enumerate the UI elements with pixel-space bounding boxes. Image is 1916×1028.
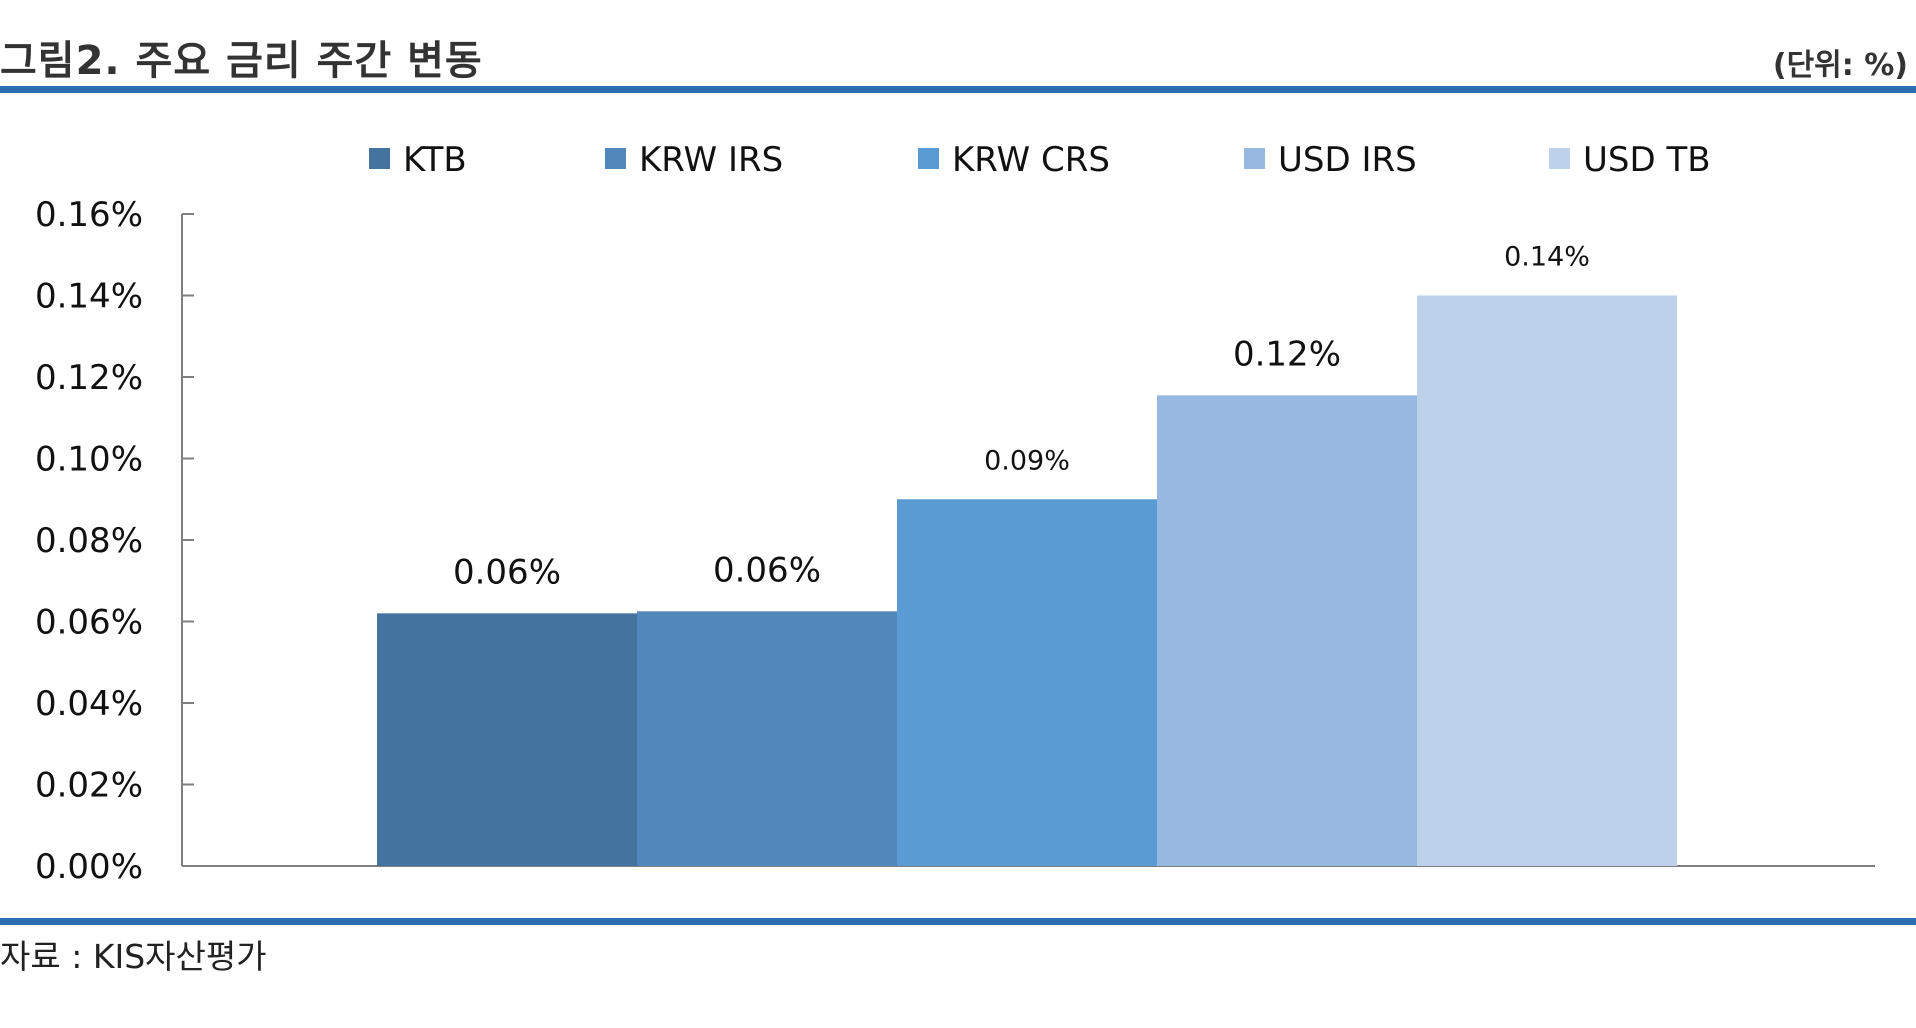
y-tick-label: 0.16% xyxy=(35,195,143,235)
bar-chart: KTB KRW IRS KRW CRS USD IRS USD TB 0.00% 0.02… xyxy=(35,140,1875,887)
y-tick-label: 0.00% xyxy=(35,847,143,887)
legend-swatch-ktb xyxy=(369,148,390,169)
legend-label-krw-irs: KRW IRS xyxy=(639,140,783,180)
data-label-krw-irs: 0.06% xyxy=(713,550,821,590)
y-tick-label: 0.12% xyxy=(35,358,143,398)
chart-title: 그림2. 주요 금리 주간 변동 xyxy=(0,38,483,84)
y-tick-label: 0.06% xyxy=(35,603,143,643)
y-tick-label: 0.02% xyxy=(35,766,143,806)
data-label-usd-tb: 0.14% xyxy=(1504,242,1590,273)
y-tick-label: 0.04% xyxy=(35,684,143,724)
chart-header: 그림2. 주요 금리 주간 변동 (단위: %) xyxy=(0,0,1916,94)
y-tick-label: 0.08% xyxy=(35,521,143,561)
bar-usd-tb xyxy=(1417,295,1677,866)
legend-swatch-krw-crs xyxy=(918,148,939,169)
axes: 0.00% 0.02% 0.04% 0.06% 0.08% 0.10% 0.12% 0.14%… xyxy=(35,195,1875,887)
legend: KTB KRW IRS KRW CRS USD IRS USD TB xyxy=(369,140,1711,180)
legend-swatch-usd-irs xyxy=(1244,148,1265,169)
legend-label-krw-crs: KRW CRS xyxy=(952,140,1110,180)
source-note: 자료 : KIS자산평가 xyxy=(0,937,267,976)
data-label-krw-crs: 0.09% xyxy=(984,445,1070,476)
legend-label-ktb: KTB xyxy=(403,140,467,180)
data-labels: 0.06% 0.06% 0.09% 0.12% 0.14% xyxy=(453,242,1590,593)
legend-swatch-usd-tb xyxy=(1549,148,1570,169)
data-label-usd-irs: 0.12% xyxy=(1233,334,1341,374)
bars xyxy=(377,295,1677,866)
y-tick-label: 0.10% xyxy=(35,440,143,480)
unit-label: (단위: %) xyxy=(1772,48,1908,83)
top-rule xyxy=(0,86,1916,93)
legend-swatch-krw-irs xyxy=(605,148,626,169)
bar-ktb xyxy=(377,613,637,866)
legend-label-usd-tb: USD TB xyxy=(1583,140,1711,180)
bar-usd-irs xyxy=(1157,395,1417,866)
y-tick-label: 0.14% xyxy=(35,277,143,317)
bottom-rule xyxy=(0,918,1916,925)
data-label-ktb: 0.06% xyxy=(453,552,561,592)
bar-krw-irs xyxy=(637,611,897,866)
legend-label-usd-irs: USD IRS xyxy=(1278,140,1417,180)
bar-krw-crs xyxy=(897,499,1157,866)
